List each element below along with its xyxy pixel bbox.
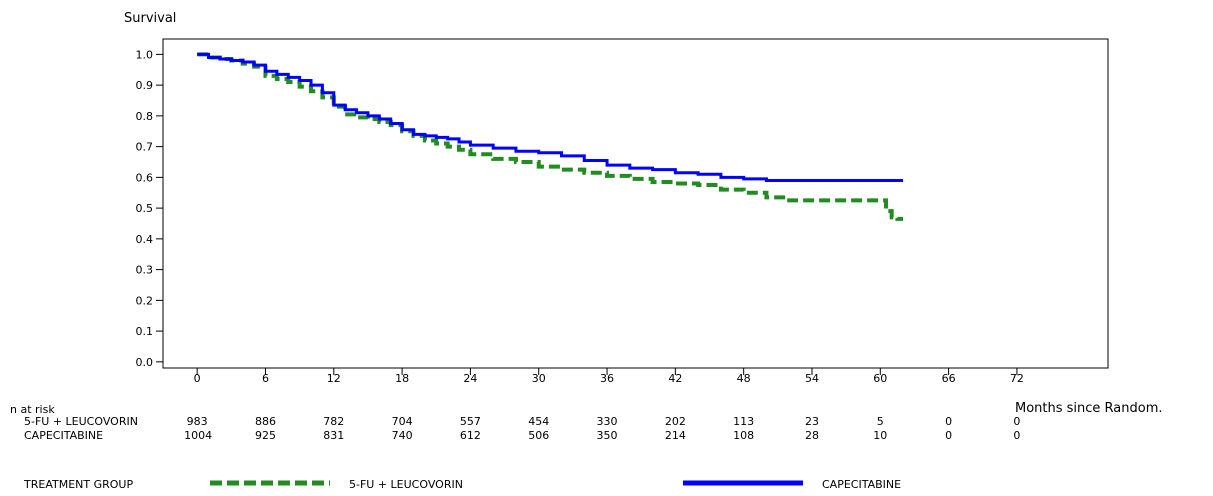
risk-value: 10 [873, 429, 888, 442]
y-tick-label: 0.2 [136, 294, 154, 307]
y-tick-label: 0.4 [136, 233, 154, 246]
x-tick-label: 6 [262, 372, 269, 385]
y-tick-label: 0.3 [136, 264, 154, 277]
risk-value: 454 [528, 415, 550, 428]
risk-value: 0 [1013, 415, 1021, 428]
series-line-5fu-leucovorin [197, 52, 904, 221]
x-tick-label: 48 [737, 372, 751, 385]
risk-value: 0 [1013, 429, 1021, 442]
series-layer [197, 52, 904, 221]
y-tick-label: 0.8 [136, 110, 154, 123]
risk-value: 1004 [184, 429, 213, 442]
x-tick-label: 54 [805, 372, 819, 385]
risk-value: 214 [664, 429, 686, 442]
y-axis: 0.0 0.1 0.2 0.3 0.4 0.5 0.6 0.7 0.8 0.9 1.0 [136, 48, 163, 369]
legend-label-capecitabine: CAPECITABINE [822, 478, 901, 491]
risk-value: 740 [391, 429, 413, 442]
risk-value: 782 [323, 415, 345, 428]
risk-value: 612 [459, 429, 481, 442]
x-tick-label: 66 [942, 372, 956, 385]
risk-value: 350 [596, 429, 618, 442]
risk-value: 23 [804, 415, 819, 428]
x-tick-label: 60 [873, 372, 887, 385]
y-tick-label: 0.5 [136, 202, 154, 215]
risk-value: 886 [254, 415, 276, 428]
y-tick-label: 0.7 [136, 141, 154, 154]
risk-value: 0 [945, 429, 953, 442]
x-tick-label: 42 [668, 372, 682, 385]
series-line-capecitabine [197, 52, 904, 182]
risk-value: 506 [528, 429, 550, 442]
y-tick-label: 0.9 [136, 79, 154, 92]
y-tick-label: 0.6 [136, 171, 154, 184]
x-tick-label: 24 [463, 372, 477, 385]
risk-value: 5 [876, 415, 884, 428]
x-tick-label: 0 [194, 372, 201, 385]
y-axis-label: Survival [124, 11, 176, 26]
risk-value: 330 [596, 415, 618, 428]
x-tick-label: 36 [600, 372, 614, 385]
risk-value: 831 [323, 429, 345, 442]
risk-table-header: n at risk [10, 403, 55, 416]
risk-value: 108 [733, 429, 755, 442]
risk-value: 113 [733, 415, 755, 428]
risk-value: 925 [254, 429, 276, 442]
risk-value: 557 [459, 415, 481, 428]
plot-frame [162, 38, 1109, 369]
risk-value: 28 [804, 429, 819, 442]
x-tick-label: 18 [395, 372, 409, 385]
x-axis: 0 6 12 18 24 30 36 42 48 54 60 66 72 [194, 368, 1024, 385]
y-tick-label: 1.0 [136, 48, 154, 61]
risk-value: 202 [664, 415, 686, 428]
risk-value: 983 [186, 415, 208, 428]
y-tick-label: 0.1 [136, 325, 154, 338]
x-tick-label: 30 [532, 372, 546, 385]
risk-value: 704 [391, 415, 413, 428]
legend: TREATMENT GROUP 5-FU + LEUCOVORIN CAPECI… [23, 478, 901, 491]
risk-value: 0 [945, 415, 953, 428]
risk-row-label-capecitabine: CAPECITABINE [24, 429, 104, 442]
legend-title: TREATMENT GROUP [23, 478, 133, 491]
x-axis-title: Months since Random. [1015, 401, 1163, 416]
risk-row-label-5fu: 5-FU + LEUCOVORIN [24, 415, 138, 428]
x-tick-label: 72 [1010, 372, 1024, 385]
y-tick-label: 0.0 [136, 356, 154, 369]
legend-label-5fu: 5-FU + LEUCOVORIN [349, 478, 463, 491]
x-tick-label: 12 [327, 372, 341, 385]
